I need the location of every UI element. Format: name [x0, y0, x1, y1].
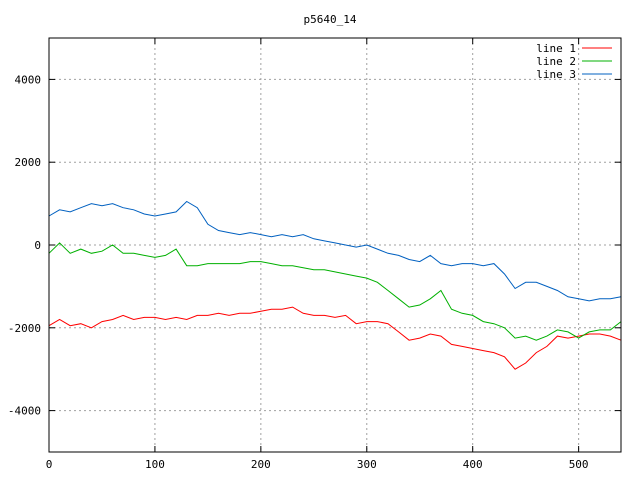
series-layer [48, 200, 622, 370]
y-tick-label: 2000 [15, 156, 42, 169]
x-tick-label: 500 [569, 458, 589, 471]
x-tick-label: 200 [251, 458, 271, 471]
series-line-1 [48, 306, 622, 370]
x-tick-label: 0 [46, 458, 53, 471]
series-line-3 [48, 200, 622, 302]
axis-ticks: 0 100 200 300 400 500 -4000 -2000 0 2000 4000 [8, 38, 621, 471]
legend-label-2: line 2 [536, 55, 576, 68]
y-tick-label: -4000 [8, 405, 41, 418]
y-tick-label: 4000 [15, 73, 42, 86]
grid [49, 38, 621, 452]
legend-label-1: line 1 [536, 42, 576, 55]
chart-title: p5640_14 [304, 13, 357, 26]
x-tick-label: 400 [463, 458, 483, 471]
x-tick-label: 300 [357, 458, 377, 471]
legend-label-3: line 3 [536, 68, 576, 81]
y-tick-label: -2000 [8, 322, 41, 335]
series-line-2 [48, 242, 622, 341]
y-tick-label: 0 [34, 239, 41, 252]
x-tick-label: 100 [145, 458, 165, 471]
